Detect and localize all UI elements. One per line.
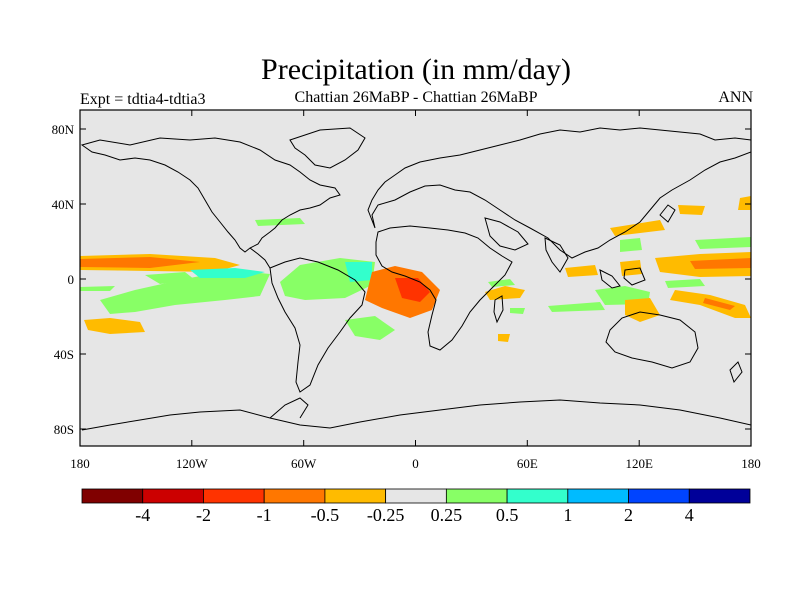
colorbar-swatch	[385, 488, 447, 504]
anomaly-region	[565, 265, 598, 277]
anomaly-region	[80, 286, 115, 291]
coastlines	[80, 127, 751, 431]
coastline-antarctic-peninsula	[269, 397, 309, 419]
coastline-central-america	[249, 247, 271, 269]
anomaly-region	[703, 298, 735, 310]
anomaly-region	[498, 334, 510, 342]
coastline-arabia	[484, 217, 529, 251]
x-tick-label: 60E	[517, 456, 538, 471]
coastline-north-america	[80, 137, 341, 253]
y-tick-label: 80N	[52, 122, 75, 137]
y-tick-label: 40S	[54, 347, 74, 362]
colorbar-label: -4	[135, 505, 150, 525]
colorbar-swatch	[142, 488, 204, 504]
coastline-japan	[659, 204, 676, 223]
anomaly-region	[395, 278, 430, 302]
anomaly-region	[738, 196, 751, 210]
colorbar-swatch	[567, 488, 629, 504]
colorbar-label: 0.5	[496, 505, 519, 525]
y-tick-label: 40N	[52, 197, 75, 212]
anomaly-fields	[80, 196, 751, 342]
colorbar-swatch	[628, 488, 690, 504]
colorbar-swatch	[324, 488, 387, 504]
coastline-madagascar	[493, 295, 504, 324]
anomaly-region	[620, 238, 642, 252]
colorbar-label: 1	[563, 505, 572, 525]
coastline-australia	[605, 311, 699, 369]
coastline-borneo	[623, 267, 646, 286]
tick-marks	[79, 110, 752, 446]
x-tick-label: 120W	[176, 456, 209, 471]
colorbar-label: -1	[257, 505, 272, 525]
colorbar-swatch	[203, 488, 265, 504]
y-tick-labels: 80N 40N 0 40S 80S	[52, 122, 75, 437]
coastline-new-zealand	[729, 361, 743, 384]
anomaly-region	[665, 279, 705, 288]
anomaly-region	[510, 308, 525, 314]
colorbar-swatch	[445, 488, 508, 504]
anomaly-region	[690, 258, 751, 269]
experiment-label: Expt = tdtia4-tdtia3	[80, 91, 206, 108]
colorbar-label: 4	[685, 505, 694, 525]
season-label: ANN	[718, 89, 753, 106]
anomaly-region	[100, 270, 270, 314]
colorbar-label: -2	[196, 505, 211, 525]
anomaly-region	[84, 318, 145, 334]
coastline-sumatra	[599, 269, 621, 289]
x-tick-label: 180	[741, 456, 761, 471]
chart-title: Precipitation (in mm/day)	[261, 53, 571, 86]
anomaly-region	[345, 262, 372, 282]
x-tick-label: 0	[412, 456, 419, 471]
x-tick-labels: 180 120W 60W 0 60E 120E 180	[70, 456, 761, 471]
anomaly-region	[80, 257, 200, 268]
anomaly-region	[678, 205, 705, 215]
y-tick-label: 0	[68, 272, 75, 287]
anomaly-region	[345, 316, 395, 340]
coastline-antarctica	[81, 399, 751, 431]
anomaly-region	[695, 237, 751, 249]
x-tick-label: 60W	[291, 456, 317, 471]
chart-subtitle: Chattian 26MaBP - Chattian 26MaBP	[294, 89, 538, 106]
anomaly-region	[625, 298, 660, 322]
coastline-africa	[375, 225, 513, 351]
coastline-india	[544, 237, 569, 273]
anomaly-region	[610, 220, 665, 236]
colorbar-label: -0.25	[367, 505, 405, 525]
anomaly-region	[145, 272, 195, 284]
anomaly-region	[620, 260, 642, 276]
y-tick-label: 80S	[54, 422, 74, 437]
colorbar-swatch	[81, 488, 144, 504]
coastline-greenland	[289, 127, 366, 169]
coastline-south-america	[269, 257, 366, 393]
colorbar-label: 0.25	[431, 505, 463, 525]
colorbar: -4 -2 -1 -0.5 -0.25 0.25 0.5 1 2 4	[81, 488, 751, 525]
coastline-eurasia	[367, 127, 751, 259]
x-tick-label: 180	[70, 456, 90, 471]
anomaly-region	[485, 286, 525, 300]
x-tick-label: 120E	[625, 456, 653, 471]
anomaly-region	[190, 268, 265, 278]
colorbar-swatch	[506, 488, 569, 504]
colorbar-swatch	[263, 488, 326, 504]
colorbar-swatch	[688, 488, 751, 504]
anomaly-region	[548, 302, 605, 312]
colorbar-label: 2	[624, 505, 633, 525]
colorbar-label: -0.5	[311, 505, 340, 525]
